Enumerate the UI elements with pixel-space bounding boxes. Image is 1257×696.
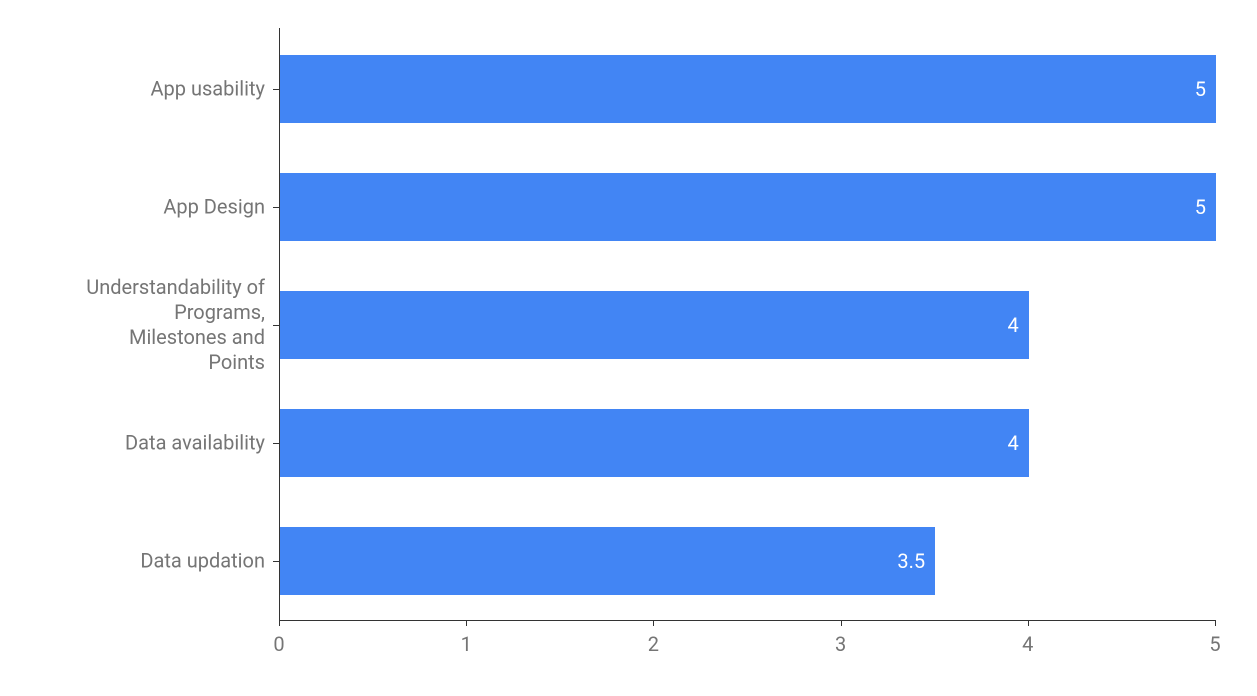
bar: 4 (280, 409, 1029, 477)
bar-value-label: 4 (1008, 431, 1019, 455)
bar-value-label: 5 (1195, 195, 1206, 219)
y-tick (273, 207, 279, 208)
bar: 5 (280, 55, 1216, 123)
y-tick (273, 443, 279, 444)
x-tick (1028, 620, 1029, 626)
x-tick (841, 620, 842, 626)
y-tick (273, 561, 279, 562)
x-tick-label: 3 (835, 632, 846, 656)
bar: 3.5 (280, 527, 935, 595)
x-tick-label: 0 (273, 632, 284, 656)
x-tick-label: 5 (1209, 632, 1220, 656)
x-tick (279, 620, 280, 626)
bar-value-label: 5 (1195, 77, 1206, 101)
chart: 0 1 2 3 4 5 5 5 4 4 3.5 App usability App Design Und… (0, 0, 1257, 696)
plot-area: 01234555443.5 (279, 28, 1215, 620)
y-category-label: App usability (12, 77, 265, 102)
bar-value-label: 3.5 (897, 549, 925, 573)
x-tick (466, 620, 467, 626)
bar: 4 (280, 291, 1029, 359)
x-axis-line (279, 620, 1215, 621)
y-category-label: Data availability (12, 431, 265, 456)
y-category-label: App Design (12, 195, 265, 220)
y-category-label: Data updation (12, 549, 265, 574)
y-tick (273, 325, 279, 326)
x-tick (653, 620, 654, 626)
y-tick (273, 89, 279, 90)
x-tick (1215, 620, 1216, 626)
x-tick-label: 2 (648, 632, 659, 656)
y-category-label: Understandability ofPrograms,Milestones … (12, 275, 265, 375)
x-tick-label: 4 (1022, 632, 1033, 656)
x-tick-label: 1 (461, 632, 472, 656)
bar-value-label: 4 (1008, 313, 1019, 337)
bar: 5 (280, 173, 1216, 241)
